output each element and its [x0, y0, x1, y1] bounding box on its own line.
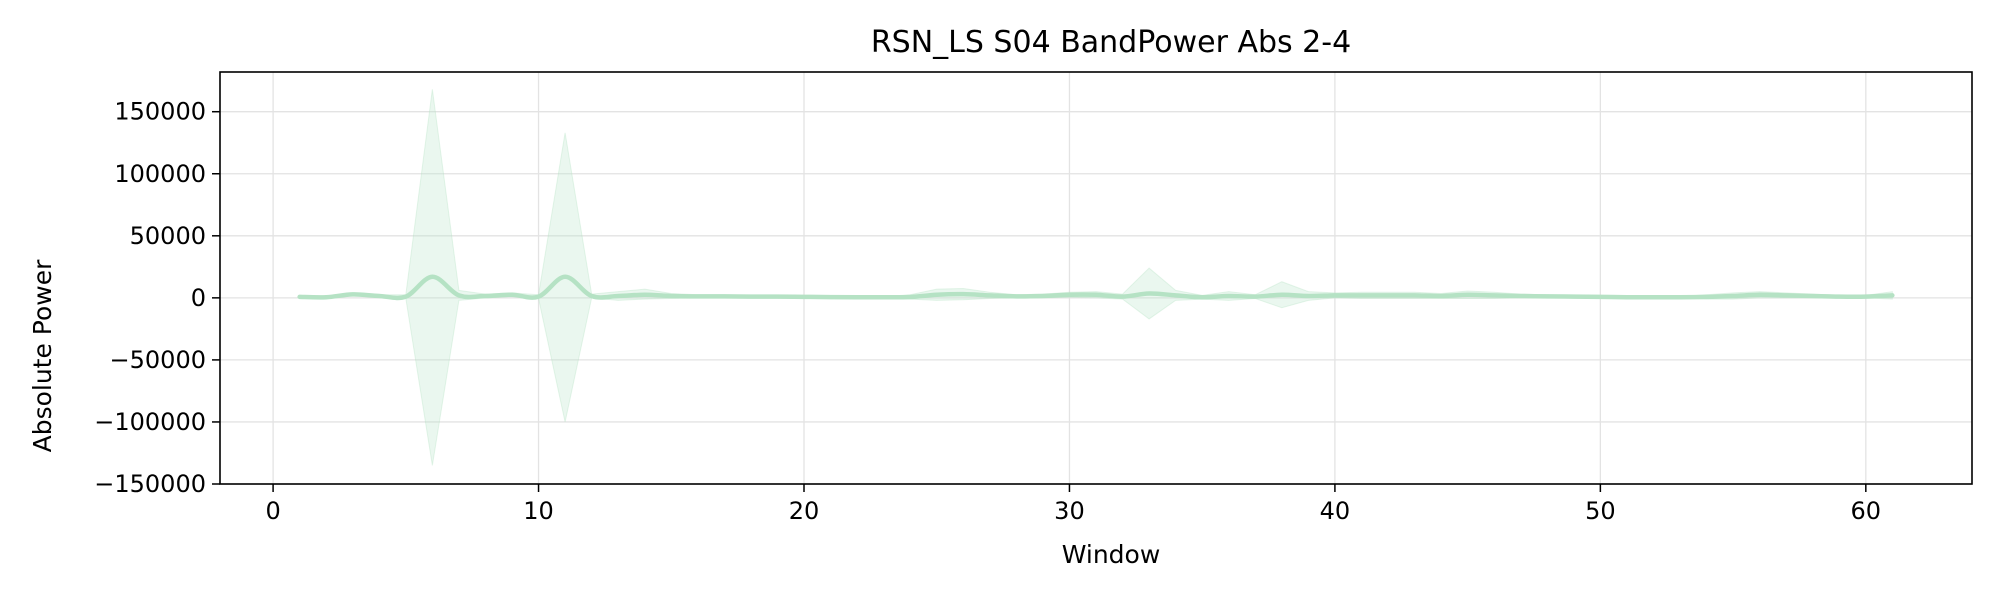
x-tick-label: 0 [265, 497, 280, 525]
grid-layer [220, 72, 1972, 485]
x-tick-label: 60 [1851, 497, 1882, 525]
x-tick-label: 50 [1585, 497, 1616, 525]
x-tick-label: 30 [1054, 497, 1085, 525]
y-tick-label: 0 [191, 284, 206, 312]
axes-layer [219, 71, 1973, 485]
mean-line [297, 274, 1895, 301]
x-tick-label: 20 [789, 497, 820, 525]
y-tick-label: 100000 [114, 160, 206, 188]
y-tick-label: −50000 [110, 346, 206, 374]
y-tick-label: 50000 [130, 222, 206, 250]
y-ticks: −150000 −100000 −50000 0 50000 100000 150000 [94, 98, 220, 498]
x-axis-label: Window [1062, 540, 1161, 569]
y-tick-label: −150000 [94, 470, 206, 498]
plot-frame [219, 71, 1973, 485]
x-ticks: 0 10 20 30 40 50 60 [265, 484, 1881, 525]
y-tick-label: −100000 [94, 408, 206, 436]
x-tick-label: 40 [1320, 497, 1351, 525]
y-tick-label: 150000 [114, 98, 206, 126]
chart-title: RSN_LS S04 BandPower Abs 2-4 [871, 25, 1351, 60]
x-tick-label: 10 [523, 497, 554, 525]
y-axis-label: Absolute Power [28, 259, 57, 453]
line-layer [297, 274, 1895, 301]
